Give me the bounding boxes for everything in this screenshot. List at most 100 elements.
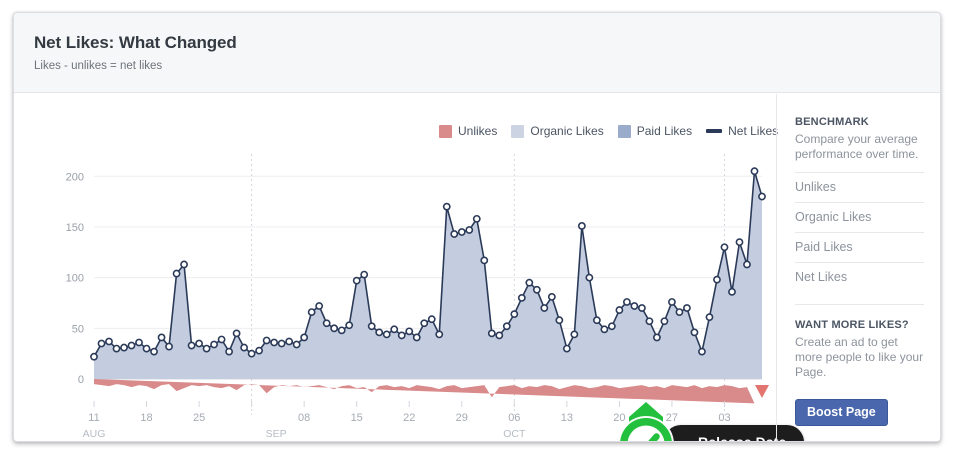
data-point-marker[interactable] bbox=[510, 310, 519, 319]
data-point-marker[interactable] bbox=[690, 328, 699, 337]
data-point-marker[interactable] bbox=[157, 333, 166, 342]
data-point-marker[interactable] bbox=[638, 304, 646, 312]
data-point-marker[interactable] bbox=[735, 238, 744, 247]
data-point-marker[interactable] bbox=[352, 276, 361, 285]
data-point-marker[interactable] bbox=[705, 313, 714, 322]
data-point-marker[interactable] bbox=[442, 202, 451, 211]
data-point-marker[interactable] bbox=[660, 317, 669, 326]
data-point-marker[interactable] bbox=[570, 330, 579, 339]
data-point-marker[interactable] bbox=[615, 306, 624, 314]
data-point-marker[interactable] bbox=[225, 347, 234, 356]
data-point-marker[interactable] bbox=[585, 273, 594, 282]
data-point-marker[interactable] bbox=[330, 324, 339, 333]
data-point-marker[interactable] bbox=[375, 328, 384, 337]
data-point-marker[interactable] bbox=[397, 331, 406, 340]
data-point-marker[interactable] bbox=[487, 329, 496, 338]
data-point-marker[interactable] bbox=[562, 344, 571, 353]
data-point-marker[interactable] bbox=[495, 331, 504, 340]
data-point-marker[interactable] bbox=[622, 298, 631, 306]
data-point-marker[interactable] bbox=[412, 333, 421, 342]
data-point-marker[interactable] bbox=[127, 341, 136, 350]
legend-item[interactable]: Net Likes bbox=[706, 123, 778, 139]
data-point-marker[interactable] bbox=[540, 304, 549, 312]
data-point-marker[interactable] bbox=[105, 337, 113, 346]
data-point-marker[interactable] bbox=[360, 270, 369, 279]
data-point-marker[interactable] bbox=[270, 338, 279, 347]
data-point-marker[interactable] bbox=[435, 330, 444, 339]
data-point-marker[interactable] bbox=[247, 349, 256, 358]
data-point-marker[interactable] bbox=[420, 319, 429, 328]
legend-item[interactable]: Paid Likes bbox=[617, 123, 692, 139]
data-point-marker[interactable] bbox=[758, 192, 766, 201]
data-point-marker[interactable] bbox=[142, 344, 151, 353]
data-point-marker[interactable] bbox=[367, 322, 376, 331]
data-point-marker[interactable] bbox=[502, 322, 511, 331]
data-point-marker[interactable] bbox=[390, 325, 399, 334]
data-point-marker[interactable] bbox=[322, 319, 331, 328]
data-point-marker[interactable] bbox=[307, 308, 316, 316]
legend-item[interactable]: Unlikes bbox=[439, 123, 497, 139]
data-point-marker[interactable] bbox=[300, 333, 309, 342]
data-point-marker[interactable] bbox=[195, 339, 203, 348]
data-point-marker[interactable] bbox=[427, 315, 436, 324]
data-point-marker[interactable] bbox=[120, 343, 128, 352]
data-point-marker[interactable] bbox=[315, 302, 324, 310]
data-point-marker[interactable] bbox=[405, 327, 414, 336]
data-point-marker[interactable] bbox=[255, 346, 264, 355]
data-point-marker[interactable] bbox=[630, 302, 639, 310]
data-point-marker[interactable] bbox=[112, 344, 121, 353]
data-point-marker[interactable] bbox=[645, 317, 654, 326]
data-point-marker[interactable] bbox=[180, 260, 188, 269]
data-point-marker[interactable] bbox=[345, 321, 354, 330]
benchmark-metric-row[interactable]: Paid Likes bbox=[795, 232, 924, 262]
data-point-marker[interactable] bbox=[480, 256, 489, 265]
data-point-marker[interactable] bbox=[150, 347, 158, 356]
data-point-marker[interactable] bbox=[292, 340, 301, 349]
data-point-marker[interactable] bbox=[683, 304, 691, 312]
legend-item[interactable]: Organic Likes bbox=[511, 123, 604, 139]
data-point-marker[interactable] bbox=[713, 275, 721, 284]
data-point-marker[interactable] bbox=[135, 338, 143, 347]
data-point-marker[interactable] bbox=[600, 325, 609, 334]
data-point-marker[interactable] bbox=[277, 339, 286, 348]
data-point-marker[interactable] bbox=[607, 322, 616, 331]
data-point-marker[interactable] bbox=[577, 222, 586, 230]
data-point-marker[interactable] bbox=[262, 336, 271, 345]
data-point-marker[interactable] bbox=[517, 294, 526, 302]
data-point-marker[interactable] bbox=[465, 226, 474, 234]
data-point-marker[interactable] bbox=[720, 243, 729, 252]
data-point-marker[interactable] bbox=[675, 308, 684, 316]
data-point-marker[interactable] bbox=[728, 287, 736, 296]
data-point-marker[interactable] bbox=[232, 329, 241, 338]
data-point-marker[interactable] bbox=[165, 342, 173, 351]
data-point-marker[interactable] bbox=[337, 326, 346, 335]
data-point-marker[interactable] bbox=[750, 167, 759, 176]
data-point-marker[interactable] bbox=[210, 340, 218, 349]
data-point-marker[interactable] bbox=[172, 269, 181, 278]
data-point-marker[interactable] bbox=[653, 333, 661, 342]
data-point-marker[interactable] bbox=[240, 343, 249, 352]
benchmark-metric-row[interactable]: Unlikes bbox=[795, 172, 924, 202]
data-point-marker[interactable] bbox=[592, 316, 601, 325]
data-point-marker[interactable] bbox=[555, 316, 564, 325]
benchmark-metric-row[interactable]: Organic Likes bbox=[795, 202, 924, 232]
data-point-marker[interactable] bbox=[450, 230, 459, 238]
data-point-marker[interactable] bbox=[698, 347, 706, 356]
data-point-marker[interactable] bbox=[457, 228, 466, 236]
data-point-marker[interactable] bbox=[532, 285, 541, 294]
data-point-marker[interactable] bbox=[668, 298, 676, 306]
data-point-marker[interactable] bbox=[382, 330, 391, 339]
data-point-marker[interactable] bbox=[97, 339, 106, 348]
data-point-marker[interactable] bbox=[472, 214, 481, 223]
data-point-marker[interactable] bbox=[525, 278, 534, 287]
data-point-marker[interactable] bbox=[187, 341, 196, 350]
data-point-marker[interactable] bbox=[285, 337, 294, 346]
benchmark-metric-row[interactable]: Net Likes bbox=[795, 262, 924, 292]
data-point-marker[interactable] bbox=[217, 335, 226, 344]
data-point-marker[interactable] bbox=[90, 352, 98, 361]
boost-page-button[interactable]: Boost Page bbox=[795, 399, 888, 426]
data-point-marker[interactable] bbox=[547, 292, 556, 301]
release-date-tooltip[interactable]: Release Date bbox=[664, 425, 805, 441]
data-point-marker[interactable] bbox=[202, 344, 211, 353]
data-point-marker[interactable] bbox=[743, 260, 751, 269]
